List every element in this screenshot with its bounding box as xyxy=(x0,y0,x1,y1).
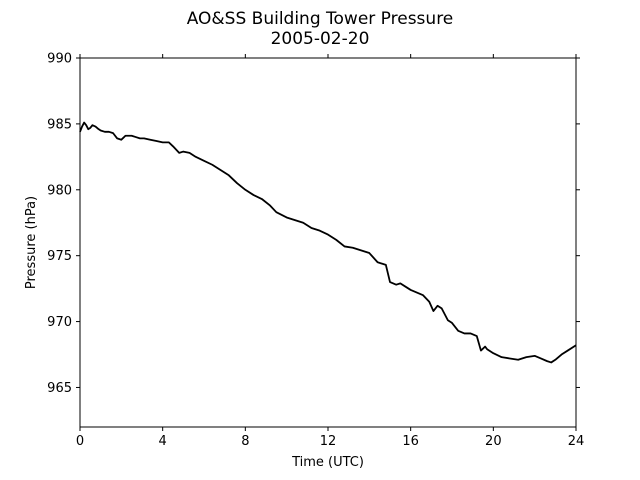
x-tick-label: 8 xyxy=(241,434,249,449)
x-tick-label: 0 xyxy=(76,434,84,449)
y-axis-label: Pressure (hPa) xyxy=(24,196,39,289)
chart-subtitle: 2005-02-20 xyxy=(271,29,370,49)
y-axis-ticks: 965 970 975 980 985 990 xyxy=(47,52,580,396)
x-tick-label: 16 xyxy=(402,434,419,449)
x-tick-label: 24 xyxy=(568,434,585,449)
x-axis-ticks: 0 4 8 12 16 20 24 xyxy=(76,54,584,449)
plot-frame xyxy=(79,57,577,428)
y-tick-label: 975 xyxy=(47,249,72,264)
x-tick-label: 4 xyxy=(159,434,167,449)
x-tick-label: 20 xyxy=(485,434,502,449)
y-tick-label: 985 xyxy=(47,117,72,132)
pressure-series-line xyxy=(79,121,577,364)
x-axis-label: Time (UTC) xyxy=(291,455,364,470)
x-tick-label: 12 xyxy=(320,434,337,449)
y-tick-label: 965 xyxy=(47,381,72,396)
y-tick-label: 980 xyxy=(47,183,72,198)
chart-title: AO&SS Building Tower Pressure xyxy=(187,9,454,29)
y-tick-label: 970 xyxy=(47,315,72,330)
y-tick-label: 990 xyxy=(47,52,72,67)
